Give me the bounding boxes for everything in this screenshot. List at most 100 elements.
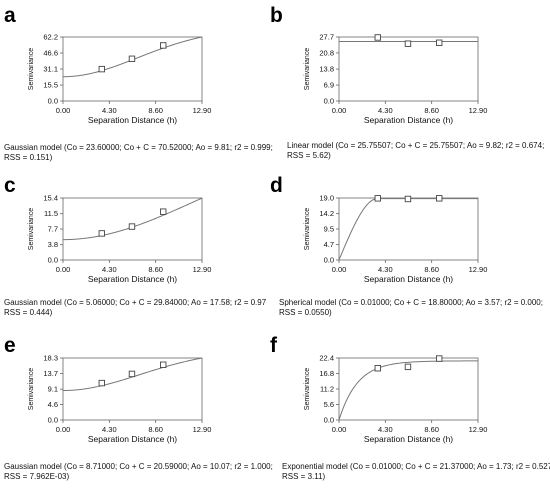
model-caption: Exponential model (Co = 0.01000; Co + C … <box>282 462 550 471</box>
x-tick-label: 12.90 <box>469 425 488 434</box>
model-caption: RSS = 5.62) <box>287 151 331 160</box>
x-tick-label: 0.00 <box>332 425 347 434</box>
x-axis-title: Separation Distance (h) <box>364 274 453 284</box>
y-tick-label: 3.8 <box>48 240 58 249</box>
x-tick-label: 4.30 <box>102 425 117 434</box>
x-axis-title: Separation Distance (h) <box>364 434 453 444</box>
y-tick-label: 9.1 <box>48 385 58 394</box>
y-tick-label: 0.0 <box>324 416 334 425</box>
data-point <box>160 361 167 368</box>
y-tick-label: 22.4 <box>319 354 334 363</box>
y-tick-label: 14.2 <box>319 209 334 218</box>
y-tick-label: 13.8 <box>319 65 334 74</box>
x-tick-label: 0.00 <box>56 106 71 115</box>
panel-letter: a <box>4 4 16 27</box>
panel-d: d 0.0 4.7 9.5 14.2 19.0 0.00 4.30 8.60 12.90 Separ… <box>270 174 543 317</box>
data-point <box>128 370 136 378</box>
model-curve <box>62 197 203 241</box>
x-tick-label: 12.90 <box>193 425 212 434</box>
data-point <box>404 40 412 47</box>
model-caption: Linear model (Co = 25.75507; Co + C = 25… <box>287 141 544 150</box>
data-point <box>436 355 443 362</box>
data-point <box>436 195 443 202</box>
x-tick-label: 4.30 <box>378 425 393 434</box>
y-tick-label: 13.7 <box>43 369 58 378</box>
data-point <box>374 365 381 372</box>
x-tick-label: 4.30 <box>378 106 393 115</box>
x-tick-label: 8.60 <box>424 106 439 115</box>
data-point <box>128 223 136 230</box>
panel-letter: d <box>270 174 283 197</box>
y-tick-label: 7.7 <box>48 225 58 234</box>
data-point <box>160 42 167 49</box>
data-point <box>128 55 136 63</box>
x-tick-label: 0.00 <box>56 425 71 434</box>
data-point <box>160 208 167 215</box>
data-point <box>436 39 443 46</box>
x-tick-label: 4.30 <box>102 106 117 115</box>
model-caption: RSS = 0.444) <box>4 308 53 317</box>
x-tick-label: 8.60 <box>148 106 163 115</box>
panel-letter: b <box>270 4 283 27</box>
panel-letter: e <box>4 334 16 357</box>
panel-f: f 0.0 5.6 11.2 16.8 22.4 0.00 4.30 8.60 12.90 Sepa… <box>270 334 550 481</box>
y-tick-label: 18.3 <box>43 354 58 363</box>
x-axis-title: Separation Distance (h) <box>88 434 177 444</box>
model-caption: Gaussian model (Co = 8.71000; Co + C = 2… <box>4 462 273 471</box>
model-caption: Spherical model (Co = 0.01000; Co + C = … <box>279 298 543 307</box>
y-tick-label: 15.4 <box>43 194 58 203</box>
model-curve <box>338 360 478 421</box>
y-tick-label: 5.6 <box>324 400 334 409</box>
y-axis-title: Semivariance <box>28 208 35 251</box>
y-tick-label: 0.0 <box>48 416 58 425</box>
panel-letter: f <box>270 334 278 357</box>
y-tick-label: 0.0 <box>324 256 334 265</box>
x-tick-label: 12.90 <box>469 265 488 274</box>
y-tick-label: 0.0 <box>48 256 58 265</box>
plot-frame <box>338 197 479 261</box>
y-tick-label: 19.0 <box>319 194 334 203</box>
x-tick-label: 8.60 <box>148 425 163 434</box>
data-point <box>404 195 412 203</box>
data-point <box>374 195 381 202</box>
y-tick-label: 62.2 <box>43 33 58 42</box>
y-tick-label: 6.9 <box>324 81 334 90</box>
model-caption: RSS = 0.151) <box>4 153 53 162</box>
x-tick-label: 8.60 <box>148 265 163 274</box>
model-curve <box>338 198 478 261</box>
y-tick-label: 9.5 <box>324 225 334 234</box>
plot-frame <box>62 36 203 102</box>
panel-letter: c <box>4 174 16 197</box>
y-tick-label: 11.2 <box>320 385 334 394</box>
model-caption: Gaussian model (Co = 23.60000; Co + C = … <box>4 143 273 152</box>
y-tick-label: 20.8 <box>319 48 334 57</box>
x-tick-label: 12.90 <box>469 106 488 115</box>
x-tick-label: 4.30 <box>102 265 117 274</box>
x-tick-label: 0.00 <box>56 265 71 274</box>
x-tick-label: 0.00 <box>332 106 347 115</box>
y-axis-title: Semivariance <box>28 48 35 91</box>
panel-e: e 0.0 4.6 9.1 13.7 18.3 0.00 4.30 8.60 12.90 Separ… <box>4 334 273 481</box>
y-tick-label: 27.7 <box>319 33 334 42</box>
y-tick-label: 0.0 <box>48 97 58 106</box>
data-point <box>98 65 105 73</box>
y-tick-label: 46.6 <box>43 49 58 58</box>
y-axis-title: Semivariance <box>28 368 35 411</box>
data-point <box>98 230 105 237</box>
y-tick-label: 11.5 <box>44 209 58 218</box>
model-caption: RSS = 3.11) <box>282 472 326 481</box>
x-tick-label: 8.60 <box>424 425 439 434</box>
model-caption: RSS = 0.0550) <box>279 308 332 317</box>
y-axis-title: Semivariance <box>304 368 311 411</box>
panel-c: c 0.0 3.8 7.7 11.5 15.4 0.00 4.30 8.60 12.90 Separ… <box>4 174 267 317</box>
model-caption: RSS = 7.962E-03) <box>4 472 69 481</box>
y-tick-label: 31.1 <box>43 65 58 74</box>
y-tick-label: 16.8 <box>319 369 334 378</box>
x-tick-label: 12.90 <box>193 106 212 115</box>
panel-a: a 0.0 15.5 31.1 46.6 62.2 0.00 4.30 8.60 12.90 Sep… <box>4 4 273 162</box>
y-tick-label: 15.5 <box>43 81 58 90</box>
y-axis-title: Semivariance <box>304 48 311 91</box>
x-axis-title: Separation Distance (h) <box>88 115 177 125</box>
data-point <box>404 363 412 371</box>
